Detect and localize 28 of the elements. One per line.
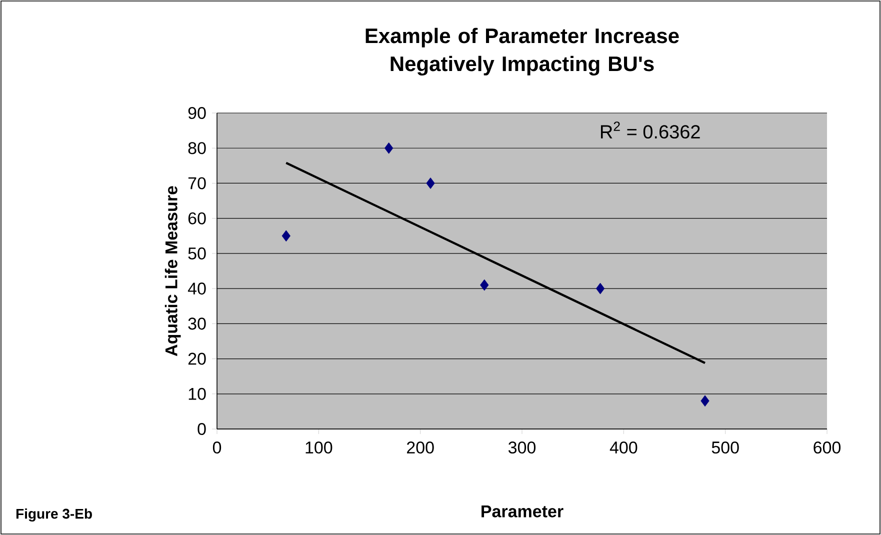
y-tick-label: 20 — [188, 352, 206, 365]
point — [426, 178, 435, 189]
x-tick-label: 300 — [508, 442, 536, 454]
caption: Figure 3-Eb — [16, 508, 92, 522]
y-axis-title: Aquatic Life Measure — [164, 186, 181, 356]
y-tick-label: 30 — [188, 318, 206, 330]
y-tick-label: 70 — [188, 177, 206, 190]
x-tick-label: 0 — [212, 442, 222, 454]
point — [384, 142, 394, 154]
y-tick-label: 40 — [188, 282, 206, 295]
y-tick-label: 10 — [188, 388, 206, 400]
point — [596, 282, 605, 294]
x-tick-label: 400 — [610, 442, 638, 454]
point — [282, 230, 290, 242]
y-tick-label: 90 — [188, 106, 206, 120]
annotation: R$^{2}$ = 0.6362 — [600, 122, 700, 139]
chart-title: Example of Parameter Increase Negatively Impacting BU's — [366, 28, 679, 76]
x-tick-label: 200 — [407, 442, 434, 454]
x-tick-label: 500 — [712, 442, 739, 454]
y-tick-label: 0 — [198, 422, 206, 436]
y-tick-label: 80 — [188, 142, 206, 154]
x-axis-title: Parameter — [482, 506, 564, 518]
point — [700, 395, 710, 407]
y-tick-label: 50 — [188, 247, 206, 260]
point — [480, 279, 489, 291]
x-tick-label: 100 — [306, 442, 332, 454]
x-tick-label: 600 — [814, 442, 841, 454]
y-tick-label: 60 — [188, 212, 206, 224]
